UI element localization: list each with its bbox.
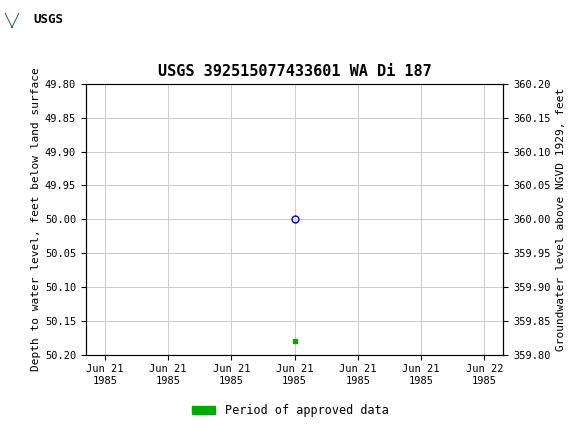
Title: USGS 392515077433601 WA Di 187: USGS 392515077433601 WA Di 187: [158, 64, 432, 79]
Y-axis label: Depth to water level, feet below land surface: Depth to water level, feet below land su…: [31, 68, 41, 371]
Bar: [3, 3, 67, 37]
Legend: Period of approved data: Period of approved data: [187, 399, 393, 422]
Y-axis label: Groundwater level above NGVD 1929, feet: Groundwater level above NGVD 1929, feet: [556, 88, 566, 351]
Text: USGS: USGS: [34, 13, 64, 27]
Text: ╲╱: ╲╱: [4, 12, 19, 28]
